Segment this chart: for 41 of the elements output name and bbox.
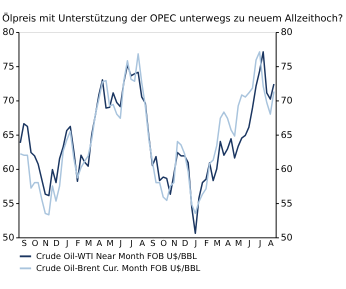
x-tick-label: M (85, 238, 92, 248)
x-tick-label: S (150, 238, 156, 248)
y2-tick-label: 55 (280, 198, 293, 210)
x-tick-label: D (53, 238, 60, 248)
x-tick-label: M (214, 238, 221, 248)
x-tick-label: J (258, 238, 262, 248)
x-tick-label: J (118, 238, 122, 248)
y-tick-label: 60 (2, 164, 14, 176)
legend-label: Crude Oil-Brent Cur. Month FOB U$/BBL (36, 263, 201, 274)
x-tick-label: A (268, 238, 274, 248)
y-tick-label: 55 (2, 198, 14, 210)
y-tick-label: 75 (2, 61, 14, 72)
y2-tick-label: 70 (280, 96, 293, 107)
x-tick-label: N (42, 238, 49, 248)
y-tick-label: 50 (2, 232, 14, 244)
x-tick-label: M (106, 238, 114, 248)
y2-tick-label: 60 (280, 164, 293, 176)
y2-tick-label: 75 (280, 61, 293, 72)
y2-tick-label: 50 (280, 232, 293, 244)
x-tick-label: M (235, 238, 242, 248)
x-tick-label: J (64, 238, 68, 248)
x-tick-label: S (22, 238, 27, 248)
y2-tick-label: 65 (280, 130, 293, 141)
y2-tick-label: 80 (280, 27, 293, 38)
y-tick-label: 65 (2, 130, 14, 141)
x-tick-label: O (160, 238, 168, 248)
x-tick-label: J (129, 238, 133, 248)
y-tick-label: 80 (2, 27, 14, 38)
x-tick-label: A (139, 238, 146, 248)
x-tick-label: F (76, 238, 81, 248)
x-tick-label: O (32, 238, 39, 248)
x-tick-label: A (96, 238, 102, 248)
x-tick-label: J (194, 238, 198, 248)
x-tick-label: J (247, 238, 251, 248)
x-tick-label: A (225, 238, 232, 248)
y-tick-label: 70 (2, 96, 14, 107)
chart-title: Ölpreis mit Unterstützung der OPEC unterwegs zu neuem Allzeithoch? (2, 12, 344, 24)
legend-label: Crude Oil-WTI Near Month FOB U$/BBL (36, 251, 198, 262)
x-tick-label: N (171, 238, 178, 248)
x-tick-label: D (182, 238, 188, 248)
x-tick-label: F (204, 238, 210, 248)
